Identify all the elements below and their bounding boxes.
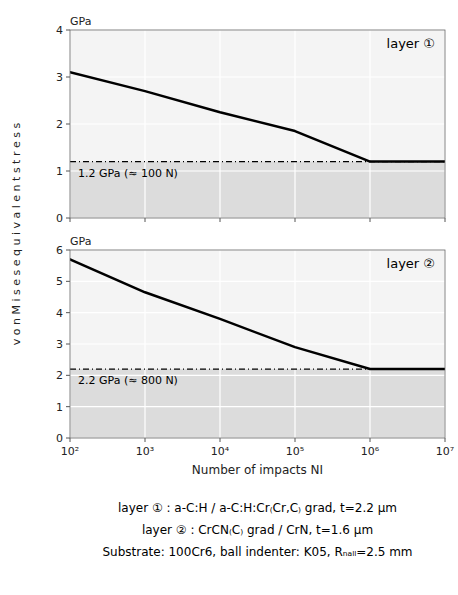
tick-label-x: 10² [61, 445, 79, 458]
grid-line-x [219, 30, 220, 218]
caption-line: layer ② : CrCN₍C₎ grad / CrN, t=1.6 μm [142, 523, 373, 537]
plot-background [70, 250, 445, 438]
tick-x [295, 218, 296, 222]
tick-y [66, 250, 70, 251]
tick-y [66, 312, 70, 313]
tick-label-y: 3 [56, 338, 63, 351]
tick-y [66, 281, 70, 282]
tick-y [66, 438, 70, 439]
caption-line: Substrate: 100Cr6, ball indenter: K05, R… [102, 545, 412, 559]
below-threshold-area [70, 162, 445, 218]
tick-x [220, 438, 221, 442]
tick-x [70, 438, 71, 442]
grid-line-y [70, 281, 445, 282]
tick-y [66, 30, 70, 31]
grid-line-x [369, 30, 370, 218]
plot-area [70, 250, 445, 438]
tick-x [70, 218, 71, 222]
data-line [70, 72, 445, 161]
tick-y [66, 124, 70, 125]
tick-y [66, 77, 70, 78]
panel: 0 1 2 3 4 1.2 GPa (≈ 100 N) layer ① GPa [56, 15, 445, 225]
grid-line-y [70, 123, 445, 124]
plot-area [70, 30, 445, 218]
grid-line-x [294, 30, 295, 218]
tick-x [145, 438, 146, 442]
data-line [70, 259, 445, 369]
grid-line-x [144, 30, 145, 218]
below-threshold-area [70, 369, 445, 438]
tick-y [66, 344, 70, 345]
threshold-label: 2.2 GPa (≈ 800 N) [78, 374, 178, 387]
panel-title: layer ② [387, 256, 435, 271]
grid-line-y [70, 343, 445, 344]
y-unit-label: GPa [70, 15, 91, 28]
tick-label-x: 10⁶ [361, 445, 380, 458]
grid-line-y [70, 406, 445, 407]
y-axis-label: v o n M i s e s e q u i v a l e n t s t … [10, 123, 23, 346]
tick-y [66, 375, 70, 376]
tick-label-x: 10³ [136, 445, 154, 458]
page: {"chart_data": [ {"type": "line", "title… [0, 0, 458, 595]
tick-y [66, 171, 70, 172]
grid-line-y [70, 76, 445, 77]
tick-label-y: 0 [56, 212, 63, 225]
y-unit-label: GPa [70, 235, 91, 248]
tick-label-x: 10⁷ [436, 445, 454, 458]
panel-title: layer ① [387, 36, 435, 51]
tick-label-y: 2 [56, 118, 63, 131]
tick-label-x: 10⁵ [286, 445, 304, 458]
tick-label-y: 3 [56, 71, 63, 84]
chart: 0 1 2 3 4 1.2 GPa (≈ 100 N) layer ① GPa v o n M … [0, 0, 458, 595]
tick-label-x: 10⁴ [211, 445, 230, 458]
tick-x [445, 218, 446, 222]
grid-line-x [369, 250, 370, 438]
tick-y [66, 218, 70, 219]
tick-x [295, 438, 296, 442]
plot-frame [70, 30, 445, 218]
grid-line-y [70, 312, 445, 313]
tick-y [66, 406, 70, 407]
tick-x [220, 218, 221, 222]
tick-label-y: 0 [56, 432, 63, 445]
caption-line: layer ① : a-C:H / a-C:H:Cr₍Cr,C₎ grad, t… [118, 501, 397, 515]
grid-line-x [144, 250, 145, 438]
grid-line-x [219, 250, 220, 438]
tick-label-y: 1 [56, 165, 63, 178]
tick-label-y: 1 [56, 401, 63, 414]
plot-background [70, 30, 445, 218]
tick-x [370, 438, 371, 442]
plot-frame [70, 250, 445, 438]
tick-label-y: 2 [56, 369, 63, 382]
threshold-label: 1.2 GPa (≈ 100 N) [78, 167, 178, 180]
panel: 0 1 2 3 4 5 6 10² 10³ 10⁴ 10⁵ 10⁶ 10⁷ 2.2 GPa (≈ 800 … [56, 235, 454, 477]
tick-label-y: 4 [56, 307, 63, 320]
tick-x [370, 218, 371, 222]
tick-label-y: 4 [56, 24, 63, 37]
grid-line-x [294, 250, 295, 438]
tick-x [445, 438, 446, 442]
tick-x [145, 218, 146, 222]
tick-label-y: 5 [56, 275, 63, 288]
tick-label-y: 6 [56, 244, 63, 257]
x-axis-label: Number of impacts NI [192, 463, 323, 477]
